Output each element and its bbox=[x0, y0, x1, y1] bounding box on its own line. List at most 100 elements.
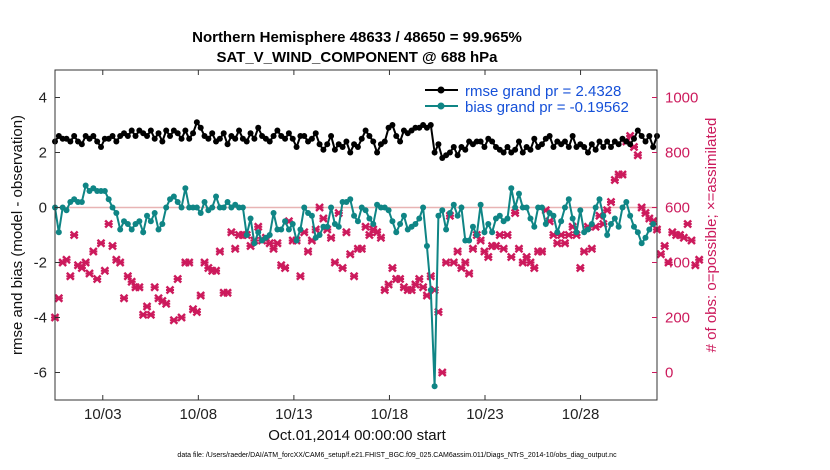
rmse-point bbox=[561, 138, 568, 145]
rmse-point bbox=[646, 133, 653, 139]
x-tick-label: 10/13 bbox=[275, 406, 313, 423]
bias-point bbox=[293, 237, 300, 244]
bias-point bbox=[389, 218, 396, 225]
obs-marker bbox=[119, 293, 129, 303]
obs-marker bbox=[135, 282, 144, 292]
rmse-point bbox=[565, 144, 572, 150]
bias-point bbox=[508, 185, 515, 192]
bias-point bbox=[420, 204, 427, 211]
obs-marker bbox=[92, 274, 102, 284]
x-tick-label: 10/23 bbox=[466, 406, 504, 423]
obs-marker bbox=[349, 271, 359, 281]
bias-point bbox=[527, 215, 534, 222]
rmse-point bbox=[247, 130, 254, 137]
bias-point bbox=[155, 226, 162, 233]
bias-point bbox=[577, 207, 584, 214]
rmse-point bbox=[328, 133, 335, 139]
rmse-point bbox=[128, 127, 135, 134]
bias-point bbox=[454, 212, 461, 219]
bias-point bbox=[600, 212, 607, 219]
bias-point bbox=[182, 185, 189, 192]
obs-marker bbox=[602, 205, 612, 215]
rmse-point bbox=[546, 133, 553, 139]
x-axis-ticks: 10/03 10/08 10/13 10/18 10/23 10/28 bbox=[84, 70, 599, 423]
bias-point bbox=[558, 218, 565, 225]
rmse-point bbox=[339, 144, 346, 150]
rmse-point bbox=[446, 149, 453, 156]
bias-point bbox=[163, 204, 170, 211]
bias-point bbox=[646, 226, 653, 233]
rmse-point bbox=[393, 133, 400, 139]
bias-point bbox=[466, 237, 473, 244]
rmse-point bbox=[366, 133, 373, 139]
bias-point bbox=[140, 229, 147, 236]
y-left-tick-label: -6 bbox=[34, 365, 47, 382]
rmse-point bbox=[186, 135, 193, 142]
y-left-tick-label: 2 bbox=[39, 145, 47, 162]
bias-point bbox=[362, 207, 369, 214]
rmse-point bbox=[98, 144, 105, 150]
rmse-point bbox=[224, 141, 231, 148]
obs-marker bbox=[506, 252, 516, 262]
bias-point bbox=[473, 232, 480, 238]
legend-label-bias: bias grand pr = -0.19562 bbox=[465, 99, 629, 116]
bias-point bbox=[354, 218, 361, 225]
bias-point bbox=[308, 212, 315, 219]
bias-point bbox=[630, 223, 637, 230]
rmse-point bbox=[205, 135, 212, 142]
rmse-point bbox=[477, 138, 484, 145]
bias-point bbox=[147, 218, 154, 225]
obs-marker bbox=[361, 222, 370, 232]
obs-marker bbox=[679, 233, 689, 243]
x-axis-label: Oct.01,2014 00:00:00 start bbox=[268, 427, 446, 444]
rmse-point bbox=[285, 130, 292, 137]
y-axis-right-label: # of obs: o=possible; ×=assimilated bbox=[703, 118, 720, 353]
rmse-point bbox=[282, 135, 289, 142]
bias-point bbox=[596, 196, 603, 203]
bias-point bbox=[573, 229, 580, 236]
obs-marker bbox=[108, 241, 117, 251]
y-axis-left-label: rmse and bias (model - observation) bbox=[9, 115, 26, 355]
obs-marker bbox=[65, 271, 75, 281]
rmse-point bbox=[78, 141, 85, 148]
bias-point bbox=[366, 215, 373, 222]
obs-marker bbox=[184, 258, 194, 267]
rmse-point bbox=[550, 144, 557, 150]
rmse-point bbox=[155, 130, 162, 137]
rmse-point bbox=[354, 144, 361, 150]
rmse-point bbox=[147, 127, 154, 134]
rmse-point bbox=[94, 138, 101, 145]
rmse-point bbox=[462, 146, 469, 153]
rmse-point bbox=[124, 133, 131, 139]
bias-point bbox=[255, 229, 262, 236]
bias-point bbox=[316, 232, 323, 238]
bias-point bbox=[266, 232, 273, 238]
obs-marker bbox=[296, 271, 305, 281]
obs-marker bbox=[62, 255, 71, 265]
rmse-point bbox=[358, 135, 365, 142]
bias-point bbox=[270, 210, 277, 216]
obs-marker bbox=[273, 238, 282, 248]
y-left-tick-label: 4 bbox=[39, 90, 47, 107]
bias-point bbox=[397, 221, 404, 227]
rmse-point bbox=[331, 146, 338, 153]
bias-point bbox=[328, 204, 335, 211]
y-axis-left-ticks: -6 -4 -2 0 2 4 bbox=[34, 90, 60, 382]
x-tick-label: 10/28 bbox=[562, 406, 600, 423]
rmse-point bbox=[178, 135, 185, 142]
obs-marker bbox=[514, 244, 524, 254]
bias-point bbox=[251, 240, 258, 247]
obs-marker bbox=[552, 238, 562, 248]
obs-marker bbox=[230, 244, 240, 254]
rmse-point bbox=[197, 124, 204, 131]
bias-point bbox=[458, 204, 465, 211]
obs-marker bbox=[142, 302, 152, 311]
obs-marker bbox=[449, 258, 459, 267]
legend-label-rmse: rmse grand pr = 2.4328 bbox=[465, 83, 621, 100]
bias-point bbox=[515, 190, 522, 197]
obs-marker bbox=[606, 197, 616, 207]
bias-point bbox=[431, 383, 438, 390]
rmse-point bbox=[251, 135, 258, 142]
y-left-tick-label: -2 bbox=[34, 255, 47, 272]
